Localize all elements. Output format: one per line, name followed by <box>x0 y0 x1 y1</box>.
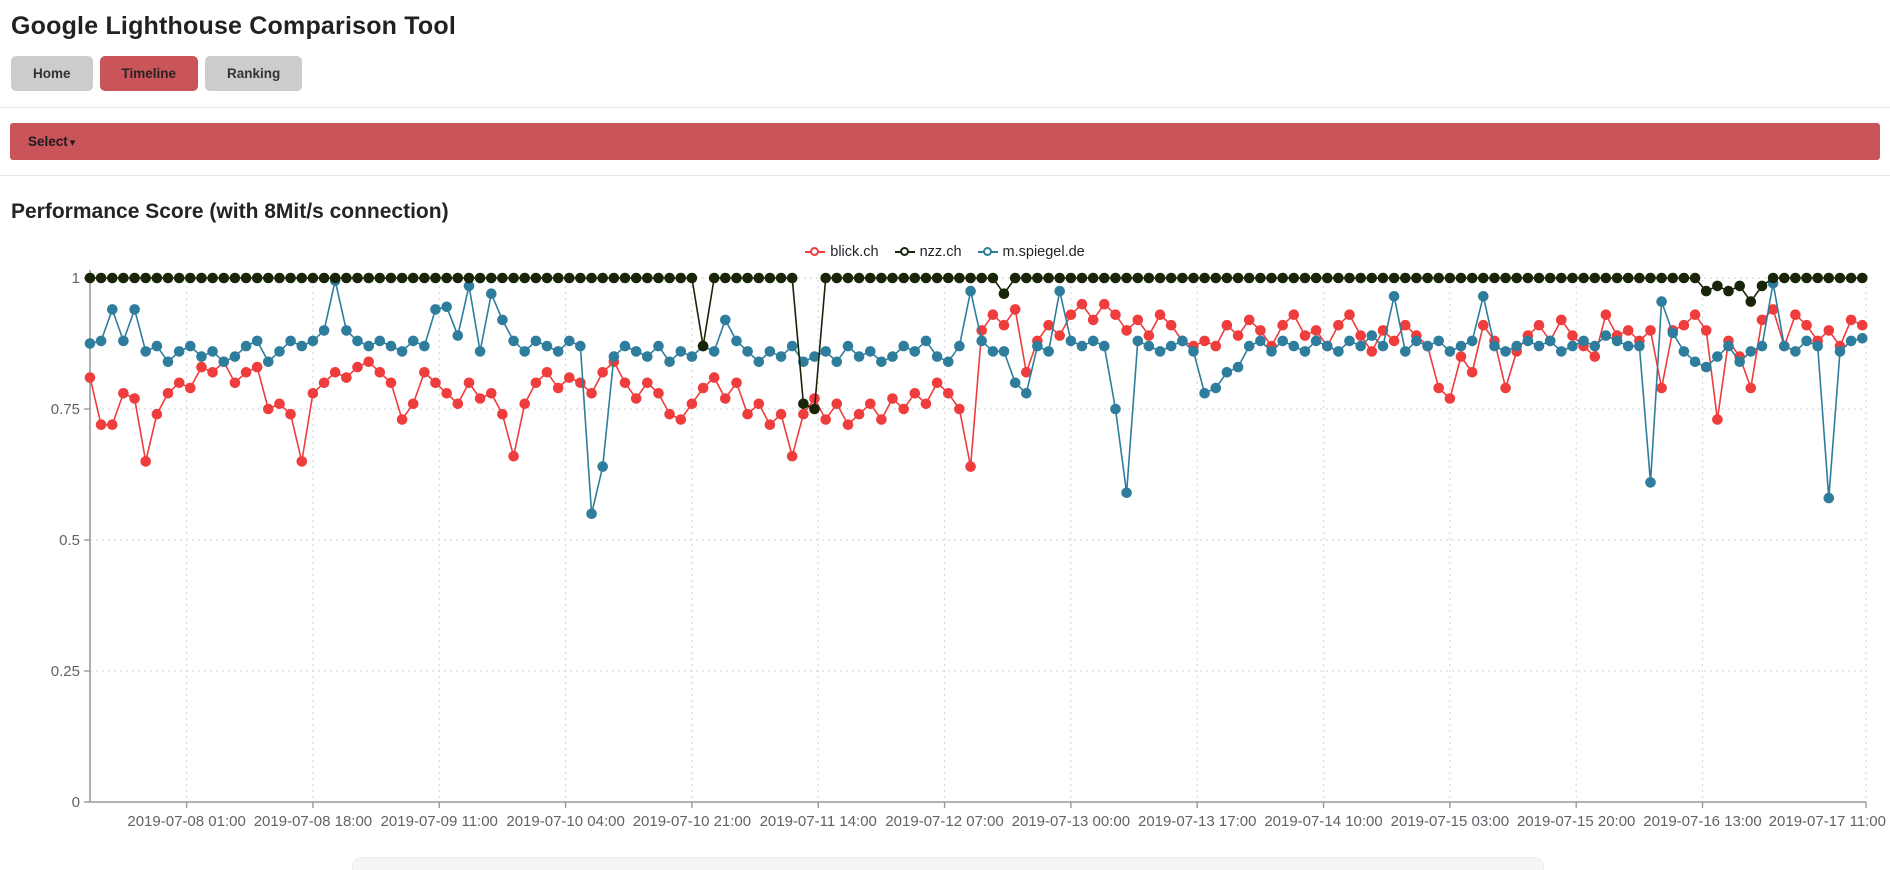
page-title: Google Lighthouse Comparison Tool <box>11 12 457 40</box>
legend-item[interactable]: nzz.ch <box>894 244 962 260</box>
svg-text:2019-07-15 03:00: 2019-07-15 03:00 <box>1391 813 1509 830</box>
svg-text:2019-07-10 04:00: 2019-07-10 04:00 <box>506 813 624 830</box>
svg-text:2019-07-10 21:00: 2019-07-10 21:00 <box>633 813 751 830</box>
svg-text:2019-07-17 11:00: 2019-07-17 11:00 <box>1769 813 1886 830</box>
chart-area: 0 0.25 0.5 0.75 1 2019-07-08 01:00 2019-07-08 … <box>0 264 1890 845</box>
legend-marker-icon <box>805 247 826 257</box>
svg-text:0.5: 0.5 <box>59 532 80 549</box>
select-section: Select ▾ <box>0 107 1890 176</box>
legend-label: m.spiegel.de <box>1002 244 1085 260</box>
svg-text:2019-07-08 01:00: 2019-07-08 01:00 <box>127 813 245 830</box>
tab-timeline[interactable]: Timeline <box>99 56 199 91</box>
legend-item[interactable]: m.spiegel.de <box>977 244 1085 260</box>
chart-legend: blick.ch nzz.ch m.spiegel.de <box>0 244 1890 260</box>
svg-text:0: 0 <box>72 794 80 811</box>
legend-marker-icon <box>894 247 915 257</box>
legend-label: blick.ch <box>830 244 879 260</box>
svg-text:2019-07-16 13:00: 2019-07-16 13:00 <box>1643 813 1761 830</box>
legend-label: nzz.ch <box>919 244 962 260</box>
svg-text:0.75: 0.75 <box>51 401 80 418</box>
svg-text:2019-07-15 20:00: 2019-07-15 20:00 <box>1517 813 1635 830</box>
site-select-dropdown[interactable]: Select ▾ <box>10 123 1880 160</box>
nav-tabs: Home Timeline Ranking <box>11 56 1890 91</box>
legend-item[interactable]: blick.ch <box>805 244 879 260</box>
select-dropdown-label: Select <box>28 134 68 149</box>
svg-text:0.25: 0.25 <box>51 663 80 680</box>
timeline-chart[interactable]: 0 0.25 0.5 0.75 1 2019-07-08 01:00 2019-07-08 … <box>0 264 1890 840</box>
tab-ranking[interactable]: Ranking <box>205 56 303 91</box>
svg-text:2019-07-12 07:00: 2019-07-12 07:00 <box>885 813 1003 830</box>
chevron-down-icon: ▾ <box>69 137 76 149</box>
svg-text:2019-07-09 11:00: 2019-07-09 11:00 <box>381 813 498 830</box>
legend-marker-icon <box>977 247 998 257</box>
svg-text:2019-07-13 17:00: 2019-07-13 17:00 <box>1138 813 1256 830</box>
svg-text:1: 1 <box>72 270 80 287</box>
svg-text:2019-07-11 14:00: 2019-07-11 14:00 <box>760 813 877 830</box>
svg-text:2019-07-14 10:00: 2019-07-14 10:00 <box>1264 813 1382 830</box>
chart-heading: Performance Score (with 8Mit/s connectio… <box>11 200 449 223</box>
tab-home[interactable]: Home <box>11 56 93 91</box>
bottom-panel-edge <box>352 857 1544 870</box>
svg-text:2019-07-08 18:00: 2019-07-08 18:00 <box>254 813 372 830</box>
svg-text:2019-07-13 00:00: 2019-07-13 00:00 <box>1012 813 1130 830</box>
